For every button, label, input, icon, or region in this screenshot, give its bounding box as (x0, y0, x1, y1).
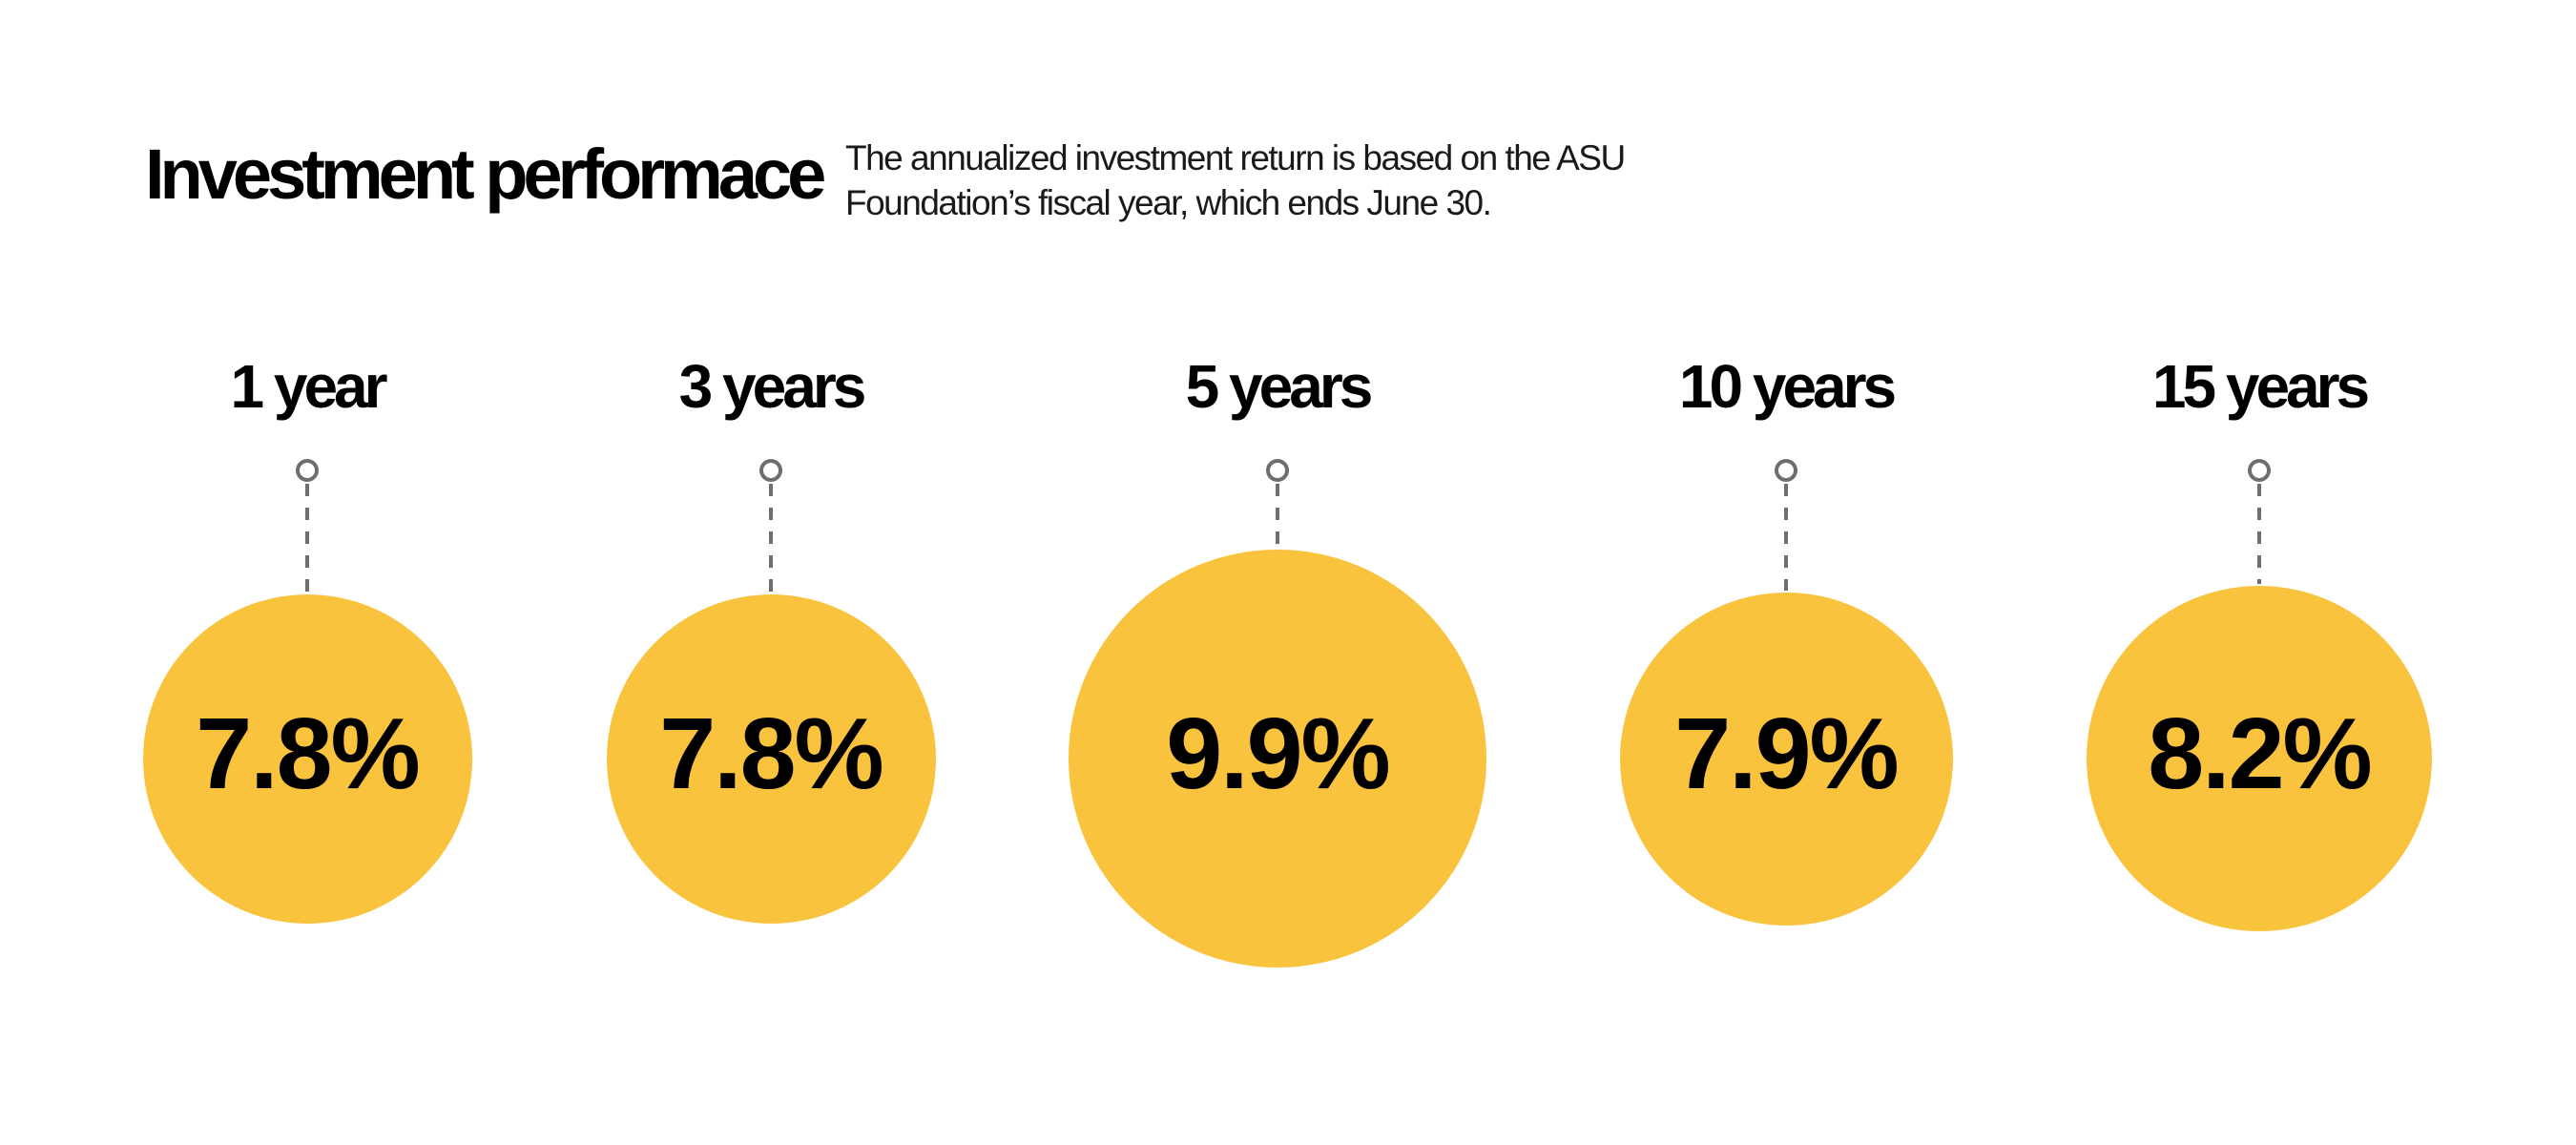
connector-ring-icon (296, 459, 319, 482)
value-bubble: 8.2% (2087, 586, 2432, 931)
chart-title: Investment performace (145, 135, 826, 214)
value-label: 8.2% (2148, 697, 2373, 810)
connector-ring-icon (759, 459, 782, 482)
value-bubble: 9.9% (1069, 550, 1486, 968)
connector-ring-icon (1775, 459, 1797, 482)
chart-column-1-year: 1 year 7.8% (78, 0, 536, 1145)
connector-dashed-line (1784, 484, 1788, 591)
chart-subtitle: The annualized investment return is base… (845, 138, 1626, 222)
value-bubble: 7.8% (142, 594, 472, 924)
value-label: 7.8% (659, 697, 884, 810)
chart-column-3-years: 3 years 7.8% (542, 0, 1000, 1145)
connector-ring-icon (2248, 459, 2271, 482)
period-label: 15 years (2151, 352, 2370, 421)
chart-column-5-years: 5 years 9.9% (1049, 0, 1506, 1145)
value-bubble: 7.8% (606, 594, 936, 924)
value-bubble: 7.9% (1619, 593, 1953, 926)
connector-ring-icon (1266, 459, 1289, 482)
period-label: 5 years (1185, 352, 1374, 421)
chart-column-10-years: 10 years 7.9% (1557, 0, 2015, 1145)
value-label: 7.9% (1674, 697, 1900, 810)
period-label: 1 year (230, 352, 387, 421)
period-label: 10 years (1678, 352, 1897, 421)
connector-dashed-line (1276, 484, 1279, 548)
connector-dashed-line (769, 484, 773, 593)
connector-dashed-line (2257, 484, 2261, 584)
value-label: 7.8% (196, 697, 421, 810)
connector-dashed-line (305, 484, 309, 593)
chart-column-15-years: 15 years 8.2% (2030, 0, 2488, 1145)
period-label: 3 years (678, 352, 867, 421)
value-label: 9.9% (1166, 697, 1391, 810)
